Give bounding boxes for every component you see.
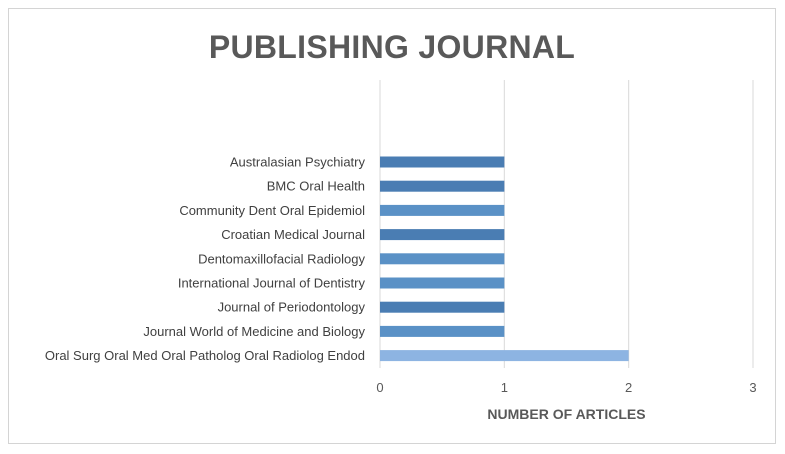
bar [380,156,505,168]
bar [380,277,505,289]
bars [380,156,629,362]
bar [380,301,505,313]
category-labels: Australasian Psychiatry BMC Oral Health Co… [45,155,366,364]
x-tick-label: 1 [501,380,508,395]
category-label: Dentomaxillofacial Radiology [198,251,365,266]
category-label: Journal World of Medicine and Biology [143,324,365,339]
x-tick-label: 3 [749,380,756,395]
bar [380,204,505,216]
category-label: Australasian Psychiatry [230,155,366,170]
bar [380,325,505,337]
chart-frame: PUBLISHING JOURNAL [8,8,776,444]
chart-title: PUBLISHING JOURNAL [208,29,576,65]
gridlines [379,80,754,368]
category-label: Journal of Periodontology [218,300,366,315]
category-label: Oral Surg Oral Med Oral Patholog Oral Ra… [45,348,365,363]
x-tick-labels: 0 1 2 3 [376,380,756,395]
x-tick-label: 2 [625,380,632,395]
category-label: Croatian Medical Journal [221,227,365,242]
bar [380,180,505,192]
x-axis-title: NUMBER OF ARTICLES [487,406,645,422]
category-label: BMC Oral Health [267,179,365,194]
category-label: Community Dent Oral Epidemiol [179,203,365,218]
x-tick-label: 0 [376,380,383,395]
category-label: International Journal of Dentistry [178,276,366,291]
bar [380,253,505,265]
bar [380,229,505,241]
bar [380,350,629,362]
